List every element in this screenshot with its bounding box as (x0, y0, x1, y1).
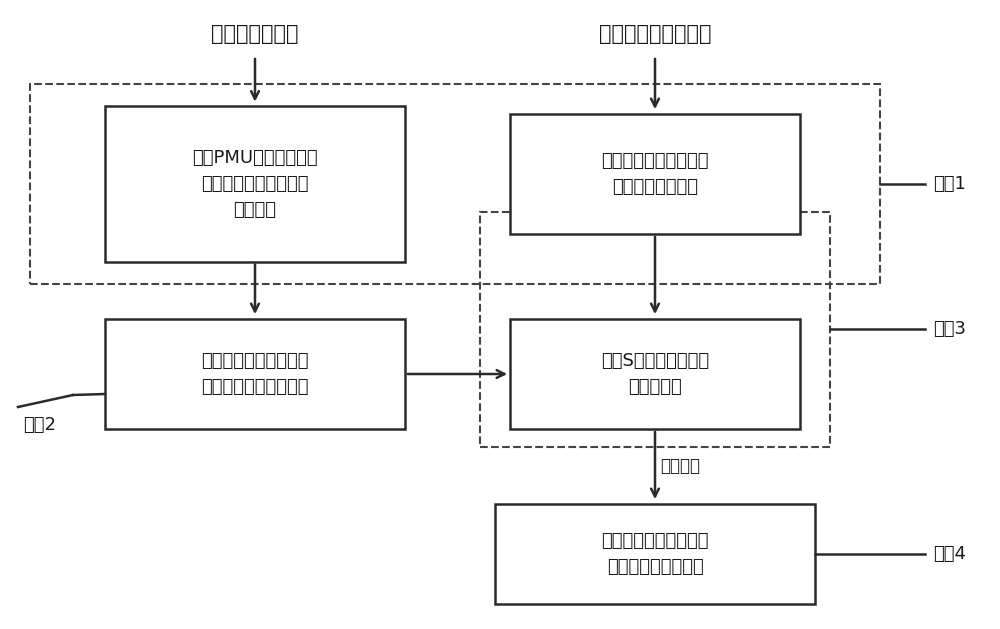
Text: 步骤4: 步骤4 (933, 545, 966, 563)
Text: 步骤2: 步骤2 (23, 416, 56, 434)
Text: 波头辨识: 波头辨识 (660, 457, 700, 476)
Text: 步骤3: 步骤3 (933, 320, 966, 338)
Text: 行波模量时差测距法: 行波模量时差测距法 (599, 24, 711, 44)
Bar (495, 504, 815, 604)
Text: 基于线路双端沿线电压
分布特性推算定位区间: 基于线路双端沿线电压 分布特性推算定位区间 (201, 352, 309, 396)
Bar (105, 319, 405, 429)
Text: 基于模量传输时间差原
理进行行波故障定位: 基于模量传输时间差原 理进行行波故障定位 (601, 532, 709, 576)
Bar (510, 114, 800, 234)
Bar (510, 319, 800, 429)
Bar (480, 211, 830, 447)
Text: 步骤1: 步骤1 (933, 175, 966, 193)
Text: 基于S变换提取故障行
波波头时刻: 基于S变换提取故障行 波波头时刻 (601, 352, 709, 396)
Bar (30, 84, 880, 284)
Text: 依托PMU测量单元采集
线路双端电气量并转换
正序分量: 依托PMU测量单元采集 线路双端电气量并转换 正序分量 (192, 148, 318, 220)
Text: 线路行波测量装置实时
监测故障行波信号: 线路行波测量装置实时 监测故障行波信号 (601, 152, 709, 196)
Text: 沿线电压推算法: 沿线电压推算法 (211, 24, 299, 44)
Bar (105, 106, 405, 262)
